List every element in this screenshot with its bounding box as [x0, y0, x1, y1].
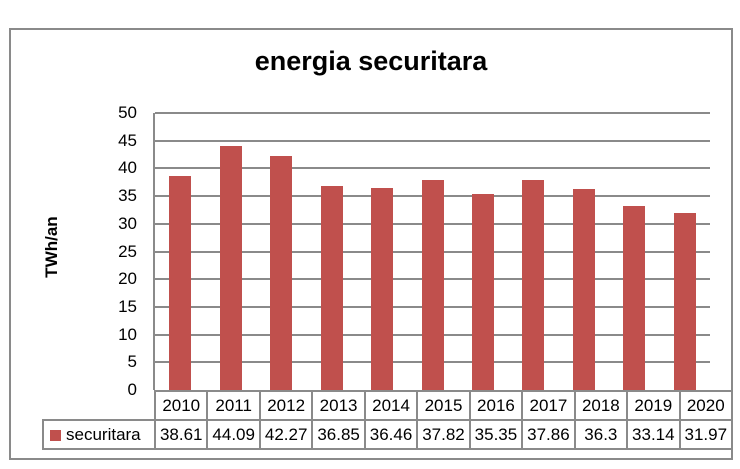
legend-cell: securitara: [42, 419, 156, 450]
y-tick-label: 45: [118, 130, 137, 150]
year-cell: 2017: [521, 390, 576, 421]
year-cell: 2010: [153, 390, 209, 421]
value-cell-2018: 36.3: [573, 419, 629, 450]
year-cell: 2013: [311, 390, 366, 421]
year-cell: 2020: [678, 390, 733, 421]
bar-2012: [270, 155, 293, 390]
data-table: 2010 2011 2012 2013 2014 2015 2016 2017 2018 2019…: [42, 390, 733, 450]
y-tick-label: 5: [127, 352, 137, 372]
bar-2020: [673, 212, 696, 390]
year-cell: 2019: [626, 390, 681, 421]
bar-2017: [522, 180, 545, 390]
value-cell-2016: 35.35: [468, 419, 524, 450]
year-cell: 2011: [206, 390, 261, 421]
value-cell-2015: 37.82: [416, 419, 471, 450]
bar-2018: [572, 188, 595, 390]
bar-2010: [169, 176, 192, 390]
chart-title: energia securitara: [254, 46, 488, 76]
legend-key-swatch: [50, 430, 61, 441]
table-corner-blank: [43, 391, 155, 420]
bar-2013: [320, 185, 343, 390]
value-cell-2013: 36.85: [311, 419, 366, 450]
y-tick-label: 35: [118, 186, 137, 206]
bar-2019: [623, 206, 646, 390]
year-cell: 2015: [416, 390, 471, 421]
year-cell: 2016: [468, 390, 524, 421]
gridline: [155, 167, 710, 170]
plot-area: [153, 112, 710, 390]
y-axis-tick-labels: 0 5 10 15 20 25 30 35 40 45 50: [85, 0, 137, 469]
y-tick-label: 30: [118, 213, 137, 233]
year-cell: 2012: [258, 390, 314, 421]
value-cell-2011: 44.09: [206, 419, 261, 450]
legend-label: securitara: [66, 425, 141, 444]
y-tick-label: 40: [118, 158, 137, 178]
bar-2015: [421, 180, 444, 390]
y-tick-label: 10: [118, 324, 137, 344]
bar-2016: [471, 194, 494, 390]
y-tick-label: 50: [118, 103, 137, 122]
y-tick-label: 25: [118, 241, 137, 261]
gridline: [155, 139, 710, 142]
year-cell: 2014: [363, 390, 419, 421]
y-tick-label: 15: [118, 296, 137, 316]
bar-2011: [219, 145, 242, 390]
chart-frame: [9, 28, 733, 460]
y-tick-label: 0: [127, 380, 137, 399]
value-cell-2017: 37.86: [521, 419, 576, 450]
value-cell-2014: 36.46: [363, 419, 419, 450]
value-cell-2019: 33.14: [626, 419, 681, 450]
y-axis-title: TWh/an: [42, 216, 61, 278]
value-cell-2010: 38.61: [153, 419, 209, 450]
gridline: [155, 112, 710, 114]
year-cell: 2018: [573, 390, 629, 421]
value-cell-2012: 42.27: [258, 419, 314, 450]
y-tick-label: 20: [118, 269, 137, 289]
value-cell-2020: 31.97: [678, 419, 733, 450]
bar-2014: [371, 188, 394, 390]
